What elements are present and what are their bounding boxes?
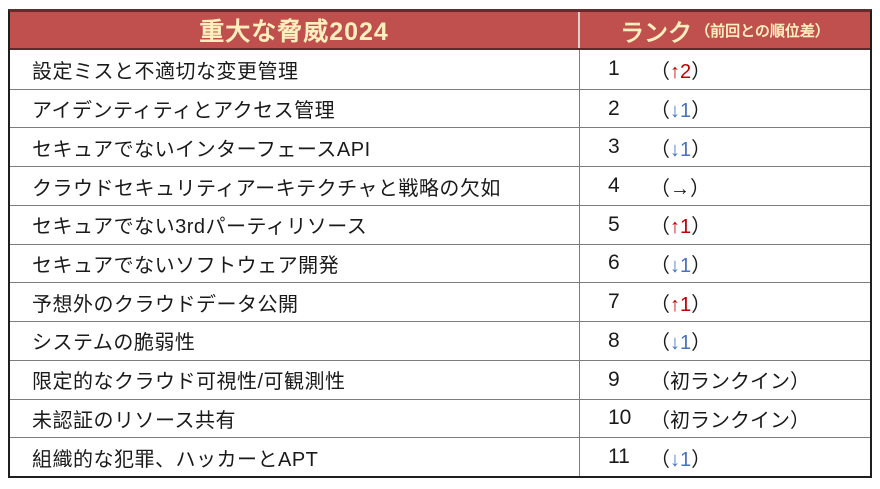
threat-name: クラウドセキュリティアーキテクチャと戦略の欠如 bbox=[10, 167, 580, 205]
rank-change: （→） bbox=[650, 177, 710, 200]
rank-change: （↓1） bbox=[650, 254, 712, 277]
rank-number: 1 bbox=[608, 57, 620, 81]
table-row: クラウドセキュリティアーキテクチャと戦略の欠如 4 （→） bbox=[10, 166, 870, 205]
rank-change: （↓1） bbox=[650, 448, 712, 471]
rank-change-value: ↑1 bbox=[670, 293, 692, 316]
threat-name: セキュアでないインターフェースAPI bbox=[10, 128, 580, 167]
rank-change-value: → bbox=[670, 177, 690, 200]
table-row: 予想外のクラウドデータ公開 7 （↑1） bbox=[10, 282, 870, 322]
header-threat-title: 重大な脅威2024 bbox=[199, 18, 389, 46]
rank-cell: 9 （初ランクイン） bbox=[580, 361, 870, 399]
rank-change: （↓1） bbox=[650, 332, 712, 355]
rank-number: 5 bbox=[608, 212, 620, 236]
table-row: セキュアでない3rdパーティリソース 5 （↑1） bbox=[10, 204, 870, 244]
rank-number: 10 bbox=[608, 406, 632, 430]
table-row: 組織的な犯罪、ハッカーとAPT 11 （↓1） bbox=[10, 437, 870, 476]
rank-cell: 3 （↓1） bbox=[580, 128, 870, 166]
rank-change-value: ↓1 bbox=[670, 100, 692, 123]
rank-cell: 4 （→） bbox=[580, 167, 870, 205]
threat-name: 設定ミスと不適切な変更管理 bbox=[10, 50, 580, 89]
threat-name: 未認証のリソース共有 bbox=[10, 399, 580, 438]
rank-change-value: ↑2 bbox=[670, 60, 692, 83]
threat-name: システムの脆弱性 bbox=[10, 322, 580, 360]
rank-change-value: ↓1 bbox=[670, 332, 692, 355]
threats-ranking-table: 重大な脅威2024 ランク （前回との順位差） 設定ミスと不適切な変更管理 1 （↑… bbox=[8, 9, 872, 478]
rank-cell: 1 （↑2） bbox=[580, 50, 870, 89]
header-rank-subtitle: （前回との順位差） bbox=[695, 22, 830, 40]
rank-cell: 11 （↓1） bbox=[580, 438, 870, 476]
table-row: システムの脆弱性 8 （↓1） bbox=[10, 321, 870, 360]
rank-change-value: 初ランクイン bbox=[670, 371, 790, 394]
rank-change: （↓1） bbox=[650, 100, 712, 123]
rank-change-value: ↓1 bbox=[670, 138, 692, 161]
rank-cell: 10 （初ランクイン） bbox=[580, 400, 870, 438]
header-rank-cell: ランク （前回との順位差） bbox=[580, 12, 870, 48]
rank-number: 7 bbox=[608, 290, 620, 314]
threat-name: アイデンティティとアクセス管理 bbox=[10, 89, 580, 128]
rank-change-value: ↑1 bbox=[670, 216, 692, 239]
rank-change: （↑1） bbox=[650, 216, 712, 239]
threat-name: 限定的なクラウド可視性/可観測性 bbox=[10, 360, 580, 399]
rank-cell: 5 （↑1） bbox=[580, 206, 870, 244]
rank-number: 3 bbox=[608, 135, 620, 159]
rank-number: 11 bbox=[608, 445, 630, 469]
table-header-row: 重大な脅威2024 ランク （前回との順位差） bbox=[10, 12, 870, 50]
rank-change-value: ↓1 bbox=[670, 448, 692, 471]
rank-change: （初ランクイン） bbox=[650, 371, 810, 394]
table-row: 設定ミスと不適切な変更管理 1 （↑2） bbox=[10, 50, 870, 89]
header-rank-title: ランク bbox=[620, 19, 693, 47]
threat-name: 予想外のクラウドデータ公開 bbox=[10, 283, 580, 322]
threat-name: セキュアでない3rdパーティリソース bbox=[10, 205, 580, 244]
rank-change: （↑1） bbox=[650, 293, 712, 316]
rank-number: 2 bbox=[608, 96, 620, 120]
table-row: アイデンティティとアクセス管理 2 （↓1） bbox=[10, 88, 870, 128]
threat-name: セキュアでないソフトウェア開発 bbox=[10, 244, 580, 283]
rank-change: （初ランクイン） bbox=[650, 409, 810, 432]
threat-name: 組織的な犯罪、ハッカーとAPT bbox=[10, 438, 580, 476]
rank-cell: 7 （↑1） bbox=[580, 283, 870, 321]
rank-change-value: 初ランクイン bbox=[670, 409, 790, 432]
rank-number: 4 bbox=[608, 174, 620, 198]
rank-number: 8 bbox=[608, 328, 620, 352]
table-body: 設定ミスと不適切な変更管理 1 （↑2） アイデンティティとアクセス管理 2 （↓1） セキ… bbox=[10, 50, 870, 476]
rank-change-value: ↓1 bbox=[670, 254, 692, 277]
rank-change: （↓1） bbox=[650, 138, 712, 161]
rank-cell: 8 （↓1） bbox=[580, 322, 870, 360]
rank-change: （↑2） bbox=[650, 60, 712, 83]
table-row: 未認証のリソース共有 10 （初ランクイン） bbox=[10, 398, 870, 438]
header-threat-cell: 重大な脅威2024 bbox=[10, 12, 580, 48]
rank-number: 6 bbox=[608, 251, 620, 275]
rank-number: 9 bbox=[608, 367, 620, 391]
table-row: 限定的なクラウド可視性/可観測性 9 （初ランクイン） bbox=[10, 359, 870, 399]
table-row: セキュアでないインターフェースAPI 3 （↓1） bbox=[10, 127, 870, 167]
rank-cell: 6 （↓1） bbox=[580, 245, 870, 283]
rank-cell: 2 （↓1） bbox=[580, 90, 870, 128]
table-row: セキュアでないソフトウェア開発 6 （↓1） bbox=[10, 243, 870, 283]
